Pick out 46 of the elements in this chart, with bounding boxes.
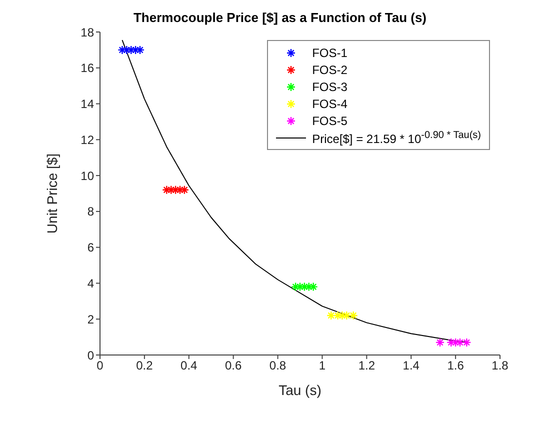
x-axis-title: Tau (s) <box>278 382 322 398</box>
point <box>290 282 300 292</box>
x-tick-label: 1.2 <box>358 358 376 373</box>
point <box>130 45 140 55</box>
x-tick-label: 1.4 <box>402 358 420 373</box>
y-tick-label: 10 <box>80 168 94 183</box>
legend-label: FOS-2 <box>312 62 348 76</box>
point <box>170 185 180 195</box>
x-tick-label: 0.4 <box>180 358 198 373</box>
y-axis-title: Unit Price [$] <box>44 153 60 234</box>
point <box>166 185 176 195</box>
y-tick-label: 0 <box>87 348 94 362</box>
legend-label: FOS-3 <box>312 80 348 94</box>
y-tick-label: 16 <box>80 61 94 76</box>
x-tick-label: 1.8 <box>492 358 509 373</box>
y-tick-label: 8 <box>87 204 94 219</box>
x-tick-label: 0 <box>96 358 104 373</box>
legend-label: FOS-4 <box>312 96 348 110</box>
point <box>446 338 456 348</box>
point <box>118 45 127 55</box>
x-tick-label: 0.8 <box>269 358 286 373</box>
y-tick-label: 12 <box>80 132 94 147</box>
point <box>295 282 305 292</box>
point <box>135 45 145 55</box>
x-tick-label: 1.6 <box>447 358 464 373</box>
point <box>338 310 347 320</box>
y-tick-label: 6 <box>87 240 94 255</box>
legend-label: FOS-1 <box>312 46 348 60</box>
x-tick-label: 1 <box>318 358 326 373</box>
legend-label: FOS-5 <box>312 114 348 128</box>
point <box>162 185 172 195</box>
x-tick-label: 0.2 <box>136 358 154 373</box>
y-tick-label: 14 <box>80 97 94 112</box>
y-tick-label: 4 <box>87 276 94 290</box>
point <box>122 45 132 55</box>
point <box>175 185 185 195</box>
point <box>300 282 310 292</box>
point <box>180 185 190 195</box>
y-tick-label: 2 <box>87 312 94 326</box>
chart-title: Thermocouple Price [$] as a Function of Tau (s) <box>132 10 428 25</box>
x-tick-label: 0.6 <box>224 358 242 373</box>
legend-label: Price[$] = 21.59 * 10$^{-0.90 * Tau(s)}$ <box>312 130 481 146</box>
point <box>126 45 136 55</box>
y-tick-label: 18 <box>80 25 94 40</box>
point <box>435 338 445 348</box>
point <box>450 338 460 348</box>
